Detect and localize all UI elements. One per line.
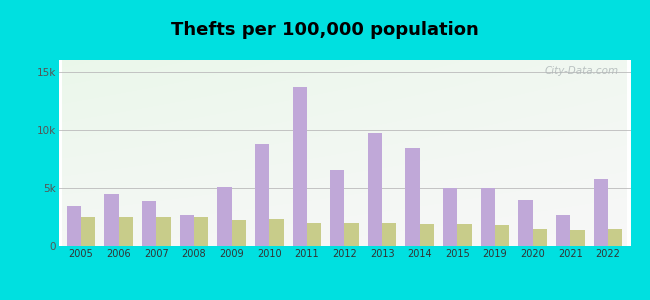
Bar (495, 225, 510, 246)
Bar (368, 133, 382, 246)
Bar (269, 219, 283, 246)
Bar (532, 229, 547, 246)
Bar (217, 187, 231, 246)
Bar (570, 230, 584, 246)
Bar (81, 217, 96, 246)
Bar (443, 188, 458, 246)
Bar (157, 217, 171, 246)
Bar (142, 201, 157, 246)
Bar (292, 87, 307, 246)
Bar (406, 148, 420, 246)
Text: Thefts per 100,000 population: Thefts per 100,000 population (171, 21, 479, 39)
Bar (231, 220, 246, 246)
Bar (330, 170, 344, 246)
Bar (344, 223, 359, 246)
Bar (194, 217, 208, 246)
Bar (518, 200, 532, 246)
Bar (307, 223, 321, 246)
Bar (593, 178, 608, 246)
Bar (179, 214, 194, 246)
Bar (481, 188, 495, 246)
Bar (458, 224, 472, 246)
Bar (556, 214, 570, 246)
Bar (105, 194, 119, 246)
Text: City-Data.com: City-Data.com (545, 66, 619, 76)
Bar (67, 206, 81, 246)
Bar (420, 224, 434, 246)
Bar (119, 217, 133, 246)
Bar (382, 223, 396, 246)
Bar (255, 144, 269, 246)
Bar (608, 229, 622, 246)
